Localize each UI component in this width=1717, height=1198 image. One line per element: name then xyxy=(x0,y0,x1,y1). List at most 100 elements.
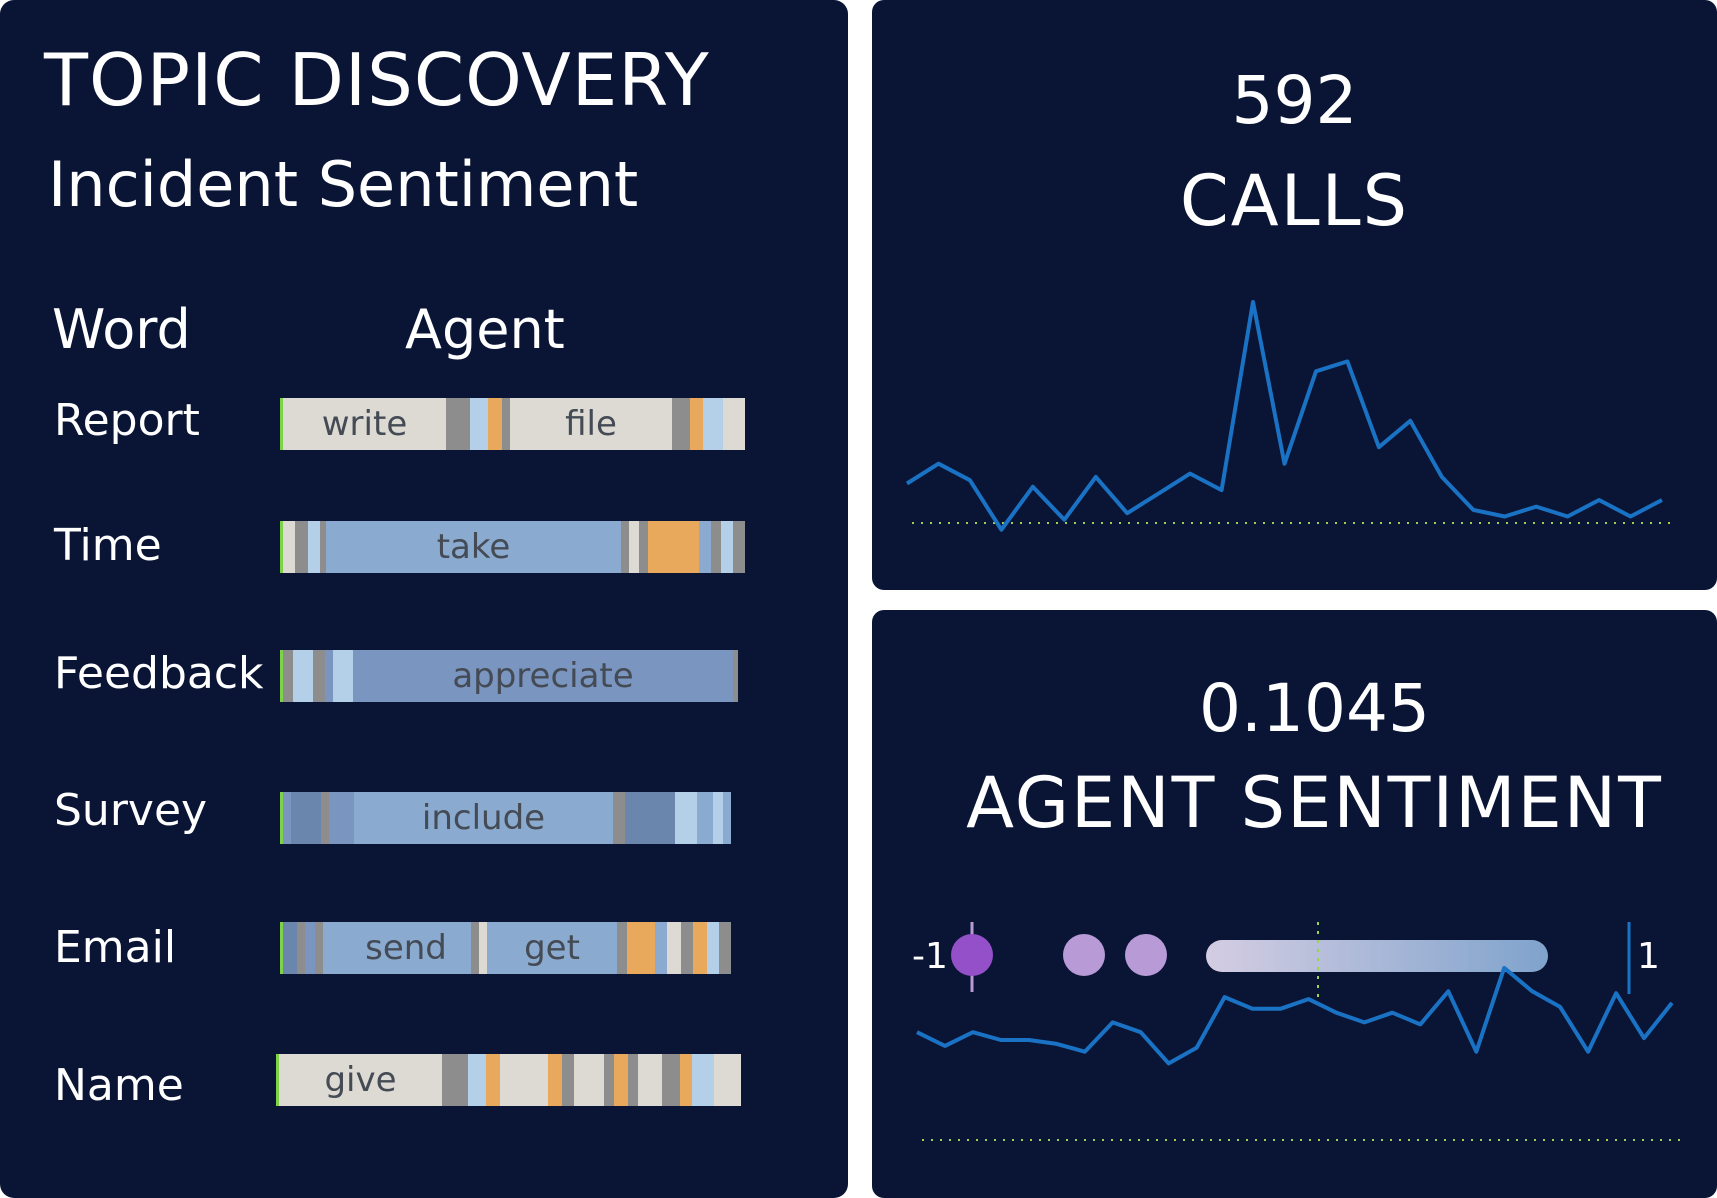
calls-label: CALLS xyxy=(1179,160,1410,242)
bar-segment xyxy=(487,922,617,974)
bar-keyword: take xyxy=(436,527,511,567)
bar-segment xyxy=(333,650,353,702)
agent-bar-email[interactable]: send get xyxy=(280,922,731,974)
bar-segment xyxy=(486,1054,500,1106)
word-label-feedback: Feedback xyxy=(54,648,264,699)
sentiment-trend-line xyxy=(916,965,1674,1066)
bar-keyword: appreciate xyxy=(452,656,634,696)
bar-segment xyxy=(470,398,488,450)
bar-segment xyxy=(711,521,721,573)
agent-bar-name[interactable]: give xyxy=(276,1054,741,1106)
bar-segment xyxy=(442,1054,468,1106)
bar-segment xyxy=(326,521,621,573)
bar-segment xyxy=(574,1054,604,1106)
bar-segment xyxy=(308,521,320,573)
bar-segment xyxy=(707,922,719,974)
agent-bar-survey[interactable]: include xyxy=(280,792,731,844)
bar-segment xyxy=(714,1054,741,1106)
bar-keyword: include xyxy=(421,798,546,838)
bar-keyword: write xyxy=(321,404,408,444)
sentiment-score: 0.1045 xyxy=(1199,670,1430,747)
bar-segment xyxy=(680,1054,692,1106)
bar-segment xyxy=(690,398,703,450)
calls-count: 592 xyxy=(1231,62,1358,139)
bar-segment xyxy=(697,792,713,844)
bar-keyword: send xyxy=(365,928,447,968)
bar-segment xyxy=(279,1054,442,1106)
bar-segment xyxy=(719,922,731,974)
sentiment-range-bar xyxy=(1206,940,1548,972)
bar-segment xyxy=(617,922,627,974)
bar-segment xyxy=(297,922,305,974)
bar-segment xyxy=(354,792,613,844)
word-label-report: Report xyxy=(54,395,200,446)
bar-segment xyxy=(320,521,326,573)
bar-segment xyxy=(667,922,681,974)
bar-segment xyxy=(502,398,510,450)
bar-segment xyxy=(681,922,693,974)
bar-segment xyxy=(614,1054,628,1106)
agent-bar-report[interactable]: write file xyxy=(280,398,745,450)
sentiment-chart: -1 1 xyxy=(912,922,1682,1141)
bar-segment xyxy=(703,398,723,450)
column-header-word: Word xyxy=(52,298,191,361)
bar-segment xyxy=(283,398,446,450)
word-label-survey: Survey xyxy=(54,785,208,836)
bar-segment xyxy=(315,922,323,974)
agent-bar-time[interactable]: take xyxy=(280,521,745,573)
scale-max-label: 1 xyxy=(1637,936,1660,977)
bar-segment xyxy=(446,398,470,450)
sentiment-dot-marker xyxy=(1125,934,1167,976)
bar-segment xyxy=(283,792,291,844)
bar-segment xyxy=(305,922,315,974)
bar-segment xyxy=(283,922,297,974)
bar-segment xyxy=(283,650,293,702)
bar-segment xyxy=(638,1054,662,1106)
bar-segment xyxy=(341,922,471,974)
word-label-name: Name xyxy=(54,1060,184,1111)
bar-segment xyxy=(629,521,639,573)
bar-segment xyxy=(733,521,745,573)
bar-segment xyxy=(313,650,325,702)
bar-segment xyxy=(721,521,733,573)
bar-segment xyxy=(562,1054,574,1106)
bar-segment xyxy=(692,1054,714,1106)
bar-segment xyxy=(329,792,354,844)
bar-segment xyxy=(713,792,723,844)
agent-bar-feedback[interactable]: appreciate xyxy=(280,650,738,702)
bar-segment xyxy=(628,1054,638,1106)
bar-segment xyxy=(604,1054,614,1106)
sentiment-dot-marker xyxy=(1063,934,1105,976)
bar-segment xyxy=(321,792,329,844)
bar-segment xyxy=(488,398,502,450)
bar-segment xyxy=(295,521,308,573)
bar-segment xyxy=(625,792,675,844)
bar-segment xyxy=(613,792,625,844)
bar-segment xyxy=(548,1054,562,1106)
sentiment-label: AGENT SENTIMENT xyxy=(966,762,1663,844)
bar-segment xyxy=(621,521,629,573)
bar-segment xyxy=(723,792,731,844)
calls-trend-chart xyxy=(905,300,1672,532)
bar-segment xyxy=(323,922,341,974)
bar-segment xyxy=(325,650,333,702)
bar-segment xyxy=(675,792,697,844)
bar-keyword: get xyxy=(524,928,580,968)
bar-segment xyxy=(655,922,667,974)
topic-discovery-panel: TOPIC DISCOVERY Incident Sentiment Word … xyxy=(0,0,848,1198)
sentiment-dot-marker xyxy=(951,934,993,976)
bar-segment xyxy=(510,398,672,450)
calls-trend-line xyxy=(905,300,1663,532)
bar-segment xyxy=(283,521,295,573)
bar-segment xyxy=(627,922,655,974)
bar-segment xyxy=(479,922,487,974)
bar-keyword: file xyxy=(565,404,617,444)
bar-segment xyxy=(353,650,733,702)
bar-segment xyxy=(662,1054,680,1106)
bar-segment xyxy=(293,650,313,702)
calls-panel: 592 CALLS xyxy=(872,0,1717,590)
agent-sentiment-panel: 0.1045 AGENT SENTIMENT -1 1 xyxy=(872,610,1717,1198)
bar-segment xyxy=(471,922,479,974)
bar-segment xyxy=(693,922,707,974)
panel-title: TOPIC DISCOVERY xyxy=(44,38,710,122)
